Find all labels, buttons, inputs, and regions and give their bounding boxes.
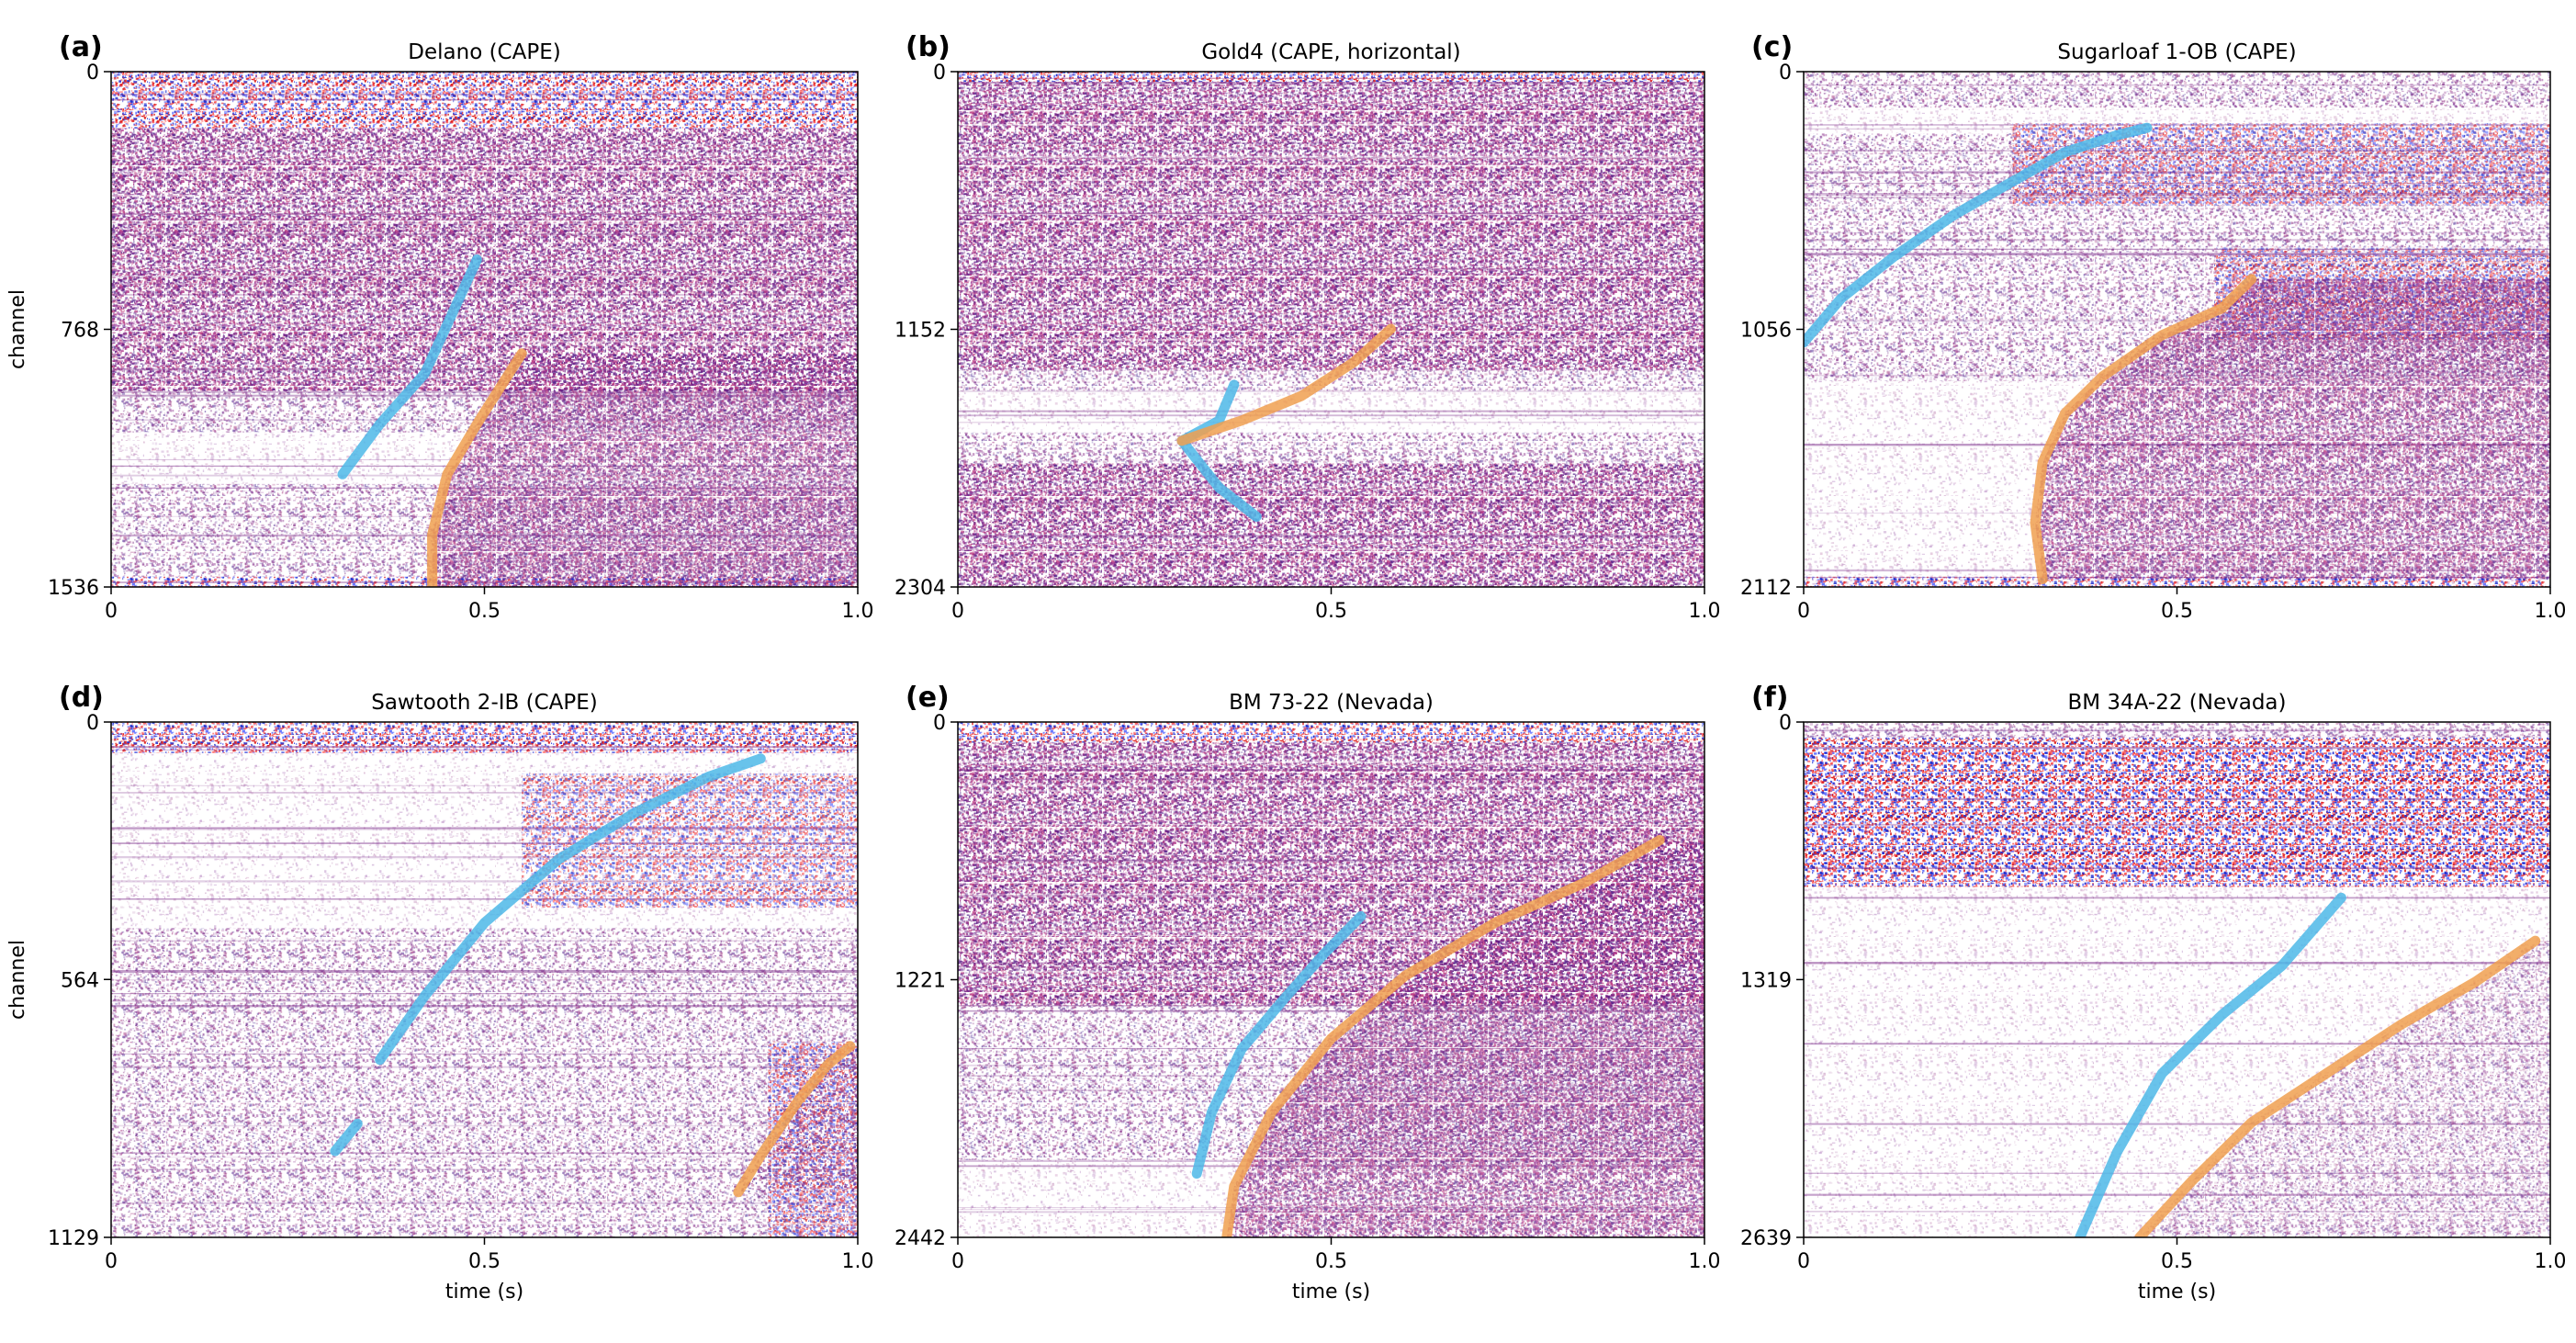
panel-a: 0 0.5 1.0 0 768 1536 Delano (CAPE) (a) channel	[6, 31, 874, 623]
x-tick-label: 0	[1797, 600, 1810, 623]
panel-f: 0 0.5 1.0 0 1319 2639 BM 34A-22 (Nevada) (f) tim…	[1740, 682, 2567, 1304]
coda-energy	[1226, 840, 1704, 1237]
panel-letter: (e)	[906, 682, 950, 714]
p-wave-pick	[2075, 892, 2346, 1237]
x-tick-label: 0.5	[468, 600, 501, 623]
x-tick-label: 0	[951, 1250, 964, 1273]
panel-title: Delano (CAPE)	[408, 40, 560, 64]
x-axis-label: time (s)	[2138, 1281, 2216, 1304]
panel-title: Sugarloaf 1-OB (CAPE)	[2057, 40, 2296, 64]
s-wave-pick	[1221, 835, 1665, 1237]
x-tick-label: 1.0	[1689, 600, 1721, 623]
x-tick-label: 1.0	[842, 600, 874, 623]
s-wave-pick	[1176, 323, 1396, 446]
panel-title: Sawtooth 2-IB (CAPE)	[371, 691, 598, 715]
panel-title: Gold4 (CAPE, horizontal)	[1201, 40, 1460, 64]
y-tick-label: 0	[86, 62, 99, 85]
x-axis-label: time (s)	[1292, 1281, 1370, 1304]
p-wave-pick	[1191, 910, 1367, 1179]
y-tick-label: 0	[1779, 62, 1792, 85]
x-tick-label: 0	[1797, 1250, 1810, 1273]
p-wave-pick	[1804, 122, 2153, 348]
x-tick-label: 0.5	[2161, 600, 2193, 623]
x-tick-label: 0.5	[468, 1250, 501, 1273]
das-image	[111, 722, 858, 1237]
das-image	[1804, 72, 2550, 587]
y-tick-label: 1536	[48, 577, 99, 600]
y-tick-label: 0	[86, 712, 99, 735]
x-tick-label: 0.5	[2161, 1250, 2193, 1273]
panel-letter: (d)	[59, 682, 104, 714]
s-wave-pick	[2030, 274, 2257, 584]
das-image	[958, 72, 1704, 587]
panel-letter: (a)	[59, 31, 103, 63]
y-tick-label: 0	[933, 712, 946, 735]
x-tick-label: 0	[105, 1250, 118, 1273]
s-wave-pick	[2134, 935, 2541, 1237]
y-axis-label: channel	[6, 289, 29, 369]
panel-letter: (c)	[1751, 31, 1793, 63]
y-tick-label: 564	[61, 969, 99, 992]
y-tick-label: 0	[1779, 712, 1792, 735]
coda-energy	[2035, 278, 2550, 580]
panel-d: 0 0.5 1.0 0 564 1129 Sawtooth 2-IB (CAPE) (d) ti…	[6, 682, 874, 1304]
x-axis-label: time (s)	[445, 1281, 523, 1304]
y-tick-label: 1056	[1740, 320, 1792, 343]
x-tick-label: 0	[105, 600, 118, 623]
das-image	[1804, 722, 2550, 1237]
coda-energy	[2139, 941, 2550, 1237]
s-wave-pick	[733, 1041, 856, 1198]
panel-c: 0 0.5 1.0 0 1056 2112 Sugarloaf 1-OB (CAPE) (c)	[1740, 31, 2567, 623]
das-image	[958, 722, 1704, 1237]
y-axis-label: channel	[6, 940, 29, 1020]
y-tick-label: 768	[61, 320, 99, 343]
y-tick-label: 2442	[894, 1227, 946, 1250]
panel-title: BM 34A-22 (Nevada)	[2067, 691, 2286, 715]
p-wave-pick	[330, 1118, 363, 1157]
panel-b: 0 0.5 1.0 0 1152 2304 Gold4 (CAPE, horizontal)…	[894, 31, 1721, 623]
coda-energy	[737, 1045, 858, 1192]
y-tick-label: 2639	[1740, 1227, 1792, 1250]
y-tick-label: 0	[933, 62, 946, 85]
x-tick-label: 0.5	[1315, 600, 1347, 623]
x-tick-label: 1.0	[842, 1250, 874, 1273]
x-tick-label: 1.0	[2535, 1250, 2567, 1273]
y-tick-label: 2112	[1740, 577, 1792, 600]
x-tick-label: 0.5	[1315, 1250, 1347, 1273]
y-tick-label: 2304	[894, 577, 946, 600]
y-tick-label: 1129	[48, 1227, 99, 1250]
panel-title: BM 73-22 (Nevada)	[1229, 691, 1434, 715]
das-image	[111, 72, 858, 587]
y-tick-label: 1319	[1740, 969, 1792, 992]
y-tick-label: 1221	[894, 970, 946, 993]
s-wave-pick	[427, 348, 527, 587]
panel-letter: (f)	[1751, 682, 1788, 714]
x-tick-label: 1.0	[2535, 600, 2567, 623]
p-wave-pick	[337, 254, 482, 480]
x-tick-label: 0	[951, 600, 964, 623]
y-tick-label: 1152	[894, 320, 946, 343]
panel-letter: (b)	[906, 31, 951, 63]
coda-energy	[432, 353, 858, 587]
panel-e: 0 0.5 1.0 0 1221 2442 BM 73-22 (Nevada) (e) time…	[894, 682, 1721, 1304]
x-tick-label: 1.0	[1689, 1250, 1721, 1273]
p-wave-pick	[375, 753, 766, 1066]
